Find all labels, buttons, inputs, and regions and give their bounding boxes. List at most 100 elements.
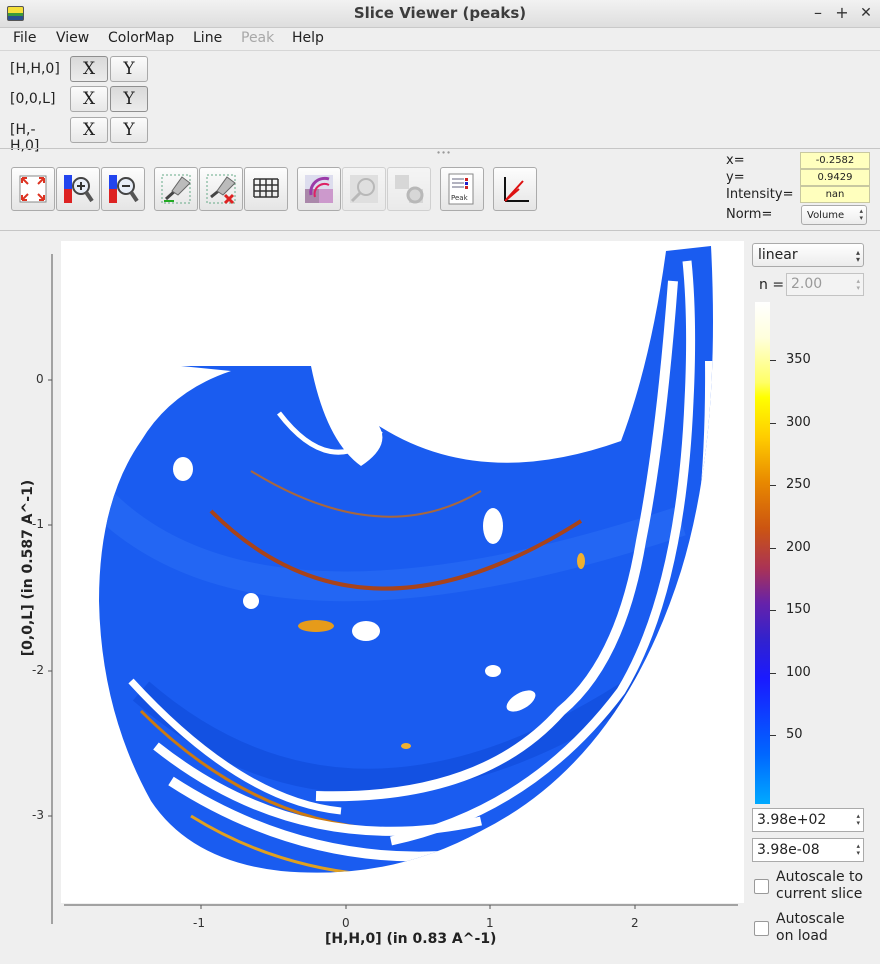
dimension-divider xyxy=(0,148,880,149)
zoom-out-icon xyxy=(109,175,139,203)
zoom-in-button[interactable] xyxy=(56,167,100,211)
plot-axes xyxy=(48,254,738,924)
draw-line-button[interactable] xyxy=(154,167,198,211)
nonorthogonal-axes-icon xyxy=(504,177,529,202)
grid-icon xyxy=(253,178,279,198)
chevron-updown-icon: ▴ ▾ xyxy=(855,248,860,264)
intensity-readout-label: Intensity= xyxy=(726,187,794,202)
colorbar-tick xyxy=(770,485,776,486)
min-range-input[interactable]: 3.98e-08 ▴ ▾ xyxy=(752,838,864,862)
refresh-icon xyxy=(395,175,424,204)
colorbar-label: 100 xyxy=(786,665,811,680)
zoom-to-fit-button[interactable] xyxy=(11,167,55,211)
colorbar-tick xyxy=(770,673,776,674)
draw-line-icon xyxy=(161,174,191,204)
colorbar-label: 250 xyxy=(786,477,811,492)
menu-divider xyxy=(0,50,880,51)
n-value: 2.00 xyxy=(791,276,823,292)
clear-line-button[interactable] xyxy=(199,167,243,211)
spin-arrows-icon[interactable]: ▴ ▾ xyxy=(856,842,860,857)
spin-arrows-icon: ▴ ▾ xyxy=(856,277,860,292)
dimension-label: [0,0,L] xyxy=(10,91,56,107)
clear-line-icon xyxy=(206,174,236,205)
peak-overlay-button[interactable]: Peak xyxy=(440,167,484,211)
chevron-updown-icon: ▴ ▾ xyxy=(859,207,863,222)
snap-button xyxy=(342,167,386,211)
autoscale-load-label: Autoscale on load xyxy=(776,911,845,944)
colorbar-tick xyxy=(770,423,776,424)
y-tick-label: -2 xyxy=(32,663,44,677)
app-icon xyxy=(7,6,24,21)
dimension-x-button[interactable]: X xyxy=(70,56,108,82)
y-axis-label: [0,0,L] (in 0.587 A^-1) xyxy=(20,479,36,657)
scale-mode-select[interactable]: linear ▴ ▾ xyxy=(752,243,864,267)
colorbar-tick xyxy=(770,360,776,361)
max-range-value: 3.98e+02 xyxy=(757,812,827,828)
dimension-y-button[interactable]: Y xyxy=(110,56,148,82)
x-tick-label: 0 xyxy=(342,916,350,930)
norm-select[interactable]: Volume ▴ ▾ xyxy=(801,205,867,225)
splitter-grip[interactable]: ∙∙∙ xyxy=(436,148,452,157)
y-tick-label: -1 xyxy=(32,517,44,531)
menu-peak: Peak xyxy=(241,30,275,46)
menu-line[interactable]: Line xyxy=(193,30,223,46)
zoom-in-icon xyxy=(64,175,94,203)
x-readout-value: -0.2582 xyxy=(800,152,870,169)
colorbar-tick xyxy=(770,735,776,736)
dimension-y-button[interactable]: Y xyxy=(110,86,148,112)
scale-mode-value: linear xyxy=(758,247,798,263)
dimension-x-button[interactable]: X xyxy=(70,86,108,112)
close-button[interactable]: ✕ xyxy=(860,5,872,21)
minimize-button[interactable]: – xyxy=(814,3,822,22)
max-range-input[interactable]: 3.98e+02 ▴ ▾ xyxy=(752,808,864,832)
min-range-value: 3.98e-08 xyxy=(757,842,820,858)
rebin-button[interactable] xyxy=(297,167,341,211)
snap-icon xyxy=(350,175,378,203)
colorbar-tick xyxy=(770,610,776,611)
autoscale-slice-checkbox[interactable] xyxy=(754,879,769,894)
y-readout-value: 0.9429 xyxy=(800,169,870,186)
colorbar-label: 50 xyxy=(786,727,803,742)
y-readout-label: y= xyxy=(726,170,745,185)
dimension-y-button[interactable]: Y xyxy=(110,117,148,143)
window-title: Slice Viewer (peaks) xyxy=(353,4,527,22)
peak-icon-label: Peak xyxy=(451,194,469,202)
slice-image xyxy=(99,246,713,873)
menu-file[interactable]: File xyxy=(13,30,37,46)
maximize-button[interactable]: + xyxy=(835,3,849,22)
autoscale-slice-label: Autoscale to current slice xyxy=(776,869,864,902)
norm-label: Norm= xyxy=(726,207,773,222)
colorbar-label: 200 xyxy=(786,540,811,555)
refresh-button xyxy=(387,167,431,211)
title-bar: Slice Viewer (peaks) – + ✕ xyxy=(0,0,880,28)
menu-bar: File View ColorMap Line Peak Help xyxy=(0,28,880,50)
x-axis-label: [H,H,0] (in 0.83 A^-1) xyxy=(325,931,497,947)
peak-overlay-icon: Peak xyxy=(448,173,474,205)
y-tick-label: -3 xyxy=(32,808,44,822)
colorbar-label: 150 xyxy=(786,602,811,617)
grid-button[interactable] xyxy=(244,167,288,211)
colorbar-tick xyxy=(770,548,776,549)
dimension-x-button[interactable]: X xyxy=(70,117,108,143)
spin-arrows-icon[interactable]: ▴ ▾ xyxy=(856,812,860,827)
menu-colormap[interactable]: ColorMap xyxy=(108,30,175,46)
y-tick-label: 0 xyxy=(36,372,44,386)
colorbar[interactable] xyxy=(755,302,770,804)
zoom-out-button[interactable] xyxy=(101,167,145,211)
toolbar-divider xyxy=(0,230,880,231)
plot-canvas[interactable] xyxy=(61,241,744,903)
colorbar-label: 350 xyxy=(786,352,811,367)
colorbar-label: 300 xyxy=(786,415,811,430)
x-tick-label: 2 xyxy=(631,916,639,930)
n-spinbox: 2.00 ▴ ▾ xyxy=(786,273,864,296)
autoscale-load-checkbox[interactable] xyxy=(754,921,769,936)
x-readout-label: x= xyxy=(726,153,745,168)
dimension-label: [H,-H,0] xyxy=(10,122,40,154)
nonorthogonal-axes-button[interactable] xyxy=(493,167,537,211)
rebin-icon xyxy=(305,175,333,203)
menu-view[interactable]: View xyxy=(56,30,90,46)
menu-help[interactable]: Help xyxy=(292,30,324,46)
norm-select-value: Volume xyxy=(807,210,845,221)
dimension-label: [H,H,0] xyxy=(10,61,60,77)
x-tick-label: 1 xyxy=(486,916,494,930)
